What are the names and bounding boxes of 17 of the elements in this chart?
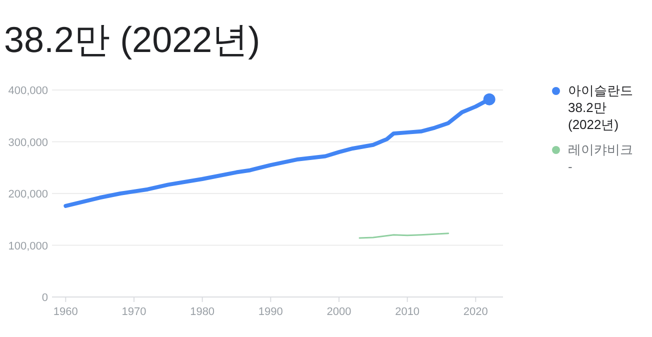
chart-title: 38.2만 (2022년) xyxy=(4,19,260,60)
legend-label: 레이캬비크 xyxy=(568,142,633,157)
text: 38.2만 (2022년) xyxy=(568,100,619,132)
text: - xyxy=(568,159,572,174)
x-tick-label: 2010 xyxy=(395,306,420,318)
y-tick-label: 300,000 xyxy=(8,136,48,149)
x-tick-label: 1960 xyxy=(53,306,78,318)
x-tick-label: 1980 xyxy=(190,306,215,318)
legend-label: 아이슬란드 xyxy=(568,83,633,98)
y-tick-label: 400,000 xyxy=(8,85,48,97)
x-tick-label: 1990 xyxy=(258,306,283,318)
y-tick-label: 200,000 xyxy=(8,188,48,200)
x-tick-label: 2020 xyxy=(463,306,488,318)
x-tick-label: 1970 xyxy=(122,306,146,318)
x-tick-label: 2000 xyxy=(326,306,352,318)
y-tick-label: 0 xyxy=(42,292,48,304)
y-tick-label: 100,000 xyxy=(8,240,48,252)
